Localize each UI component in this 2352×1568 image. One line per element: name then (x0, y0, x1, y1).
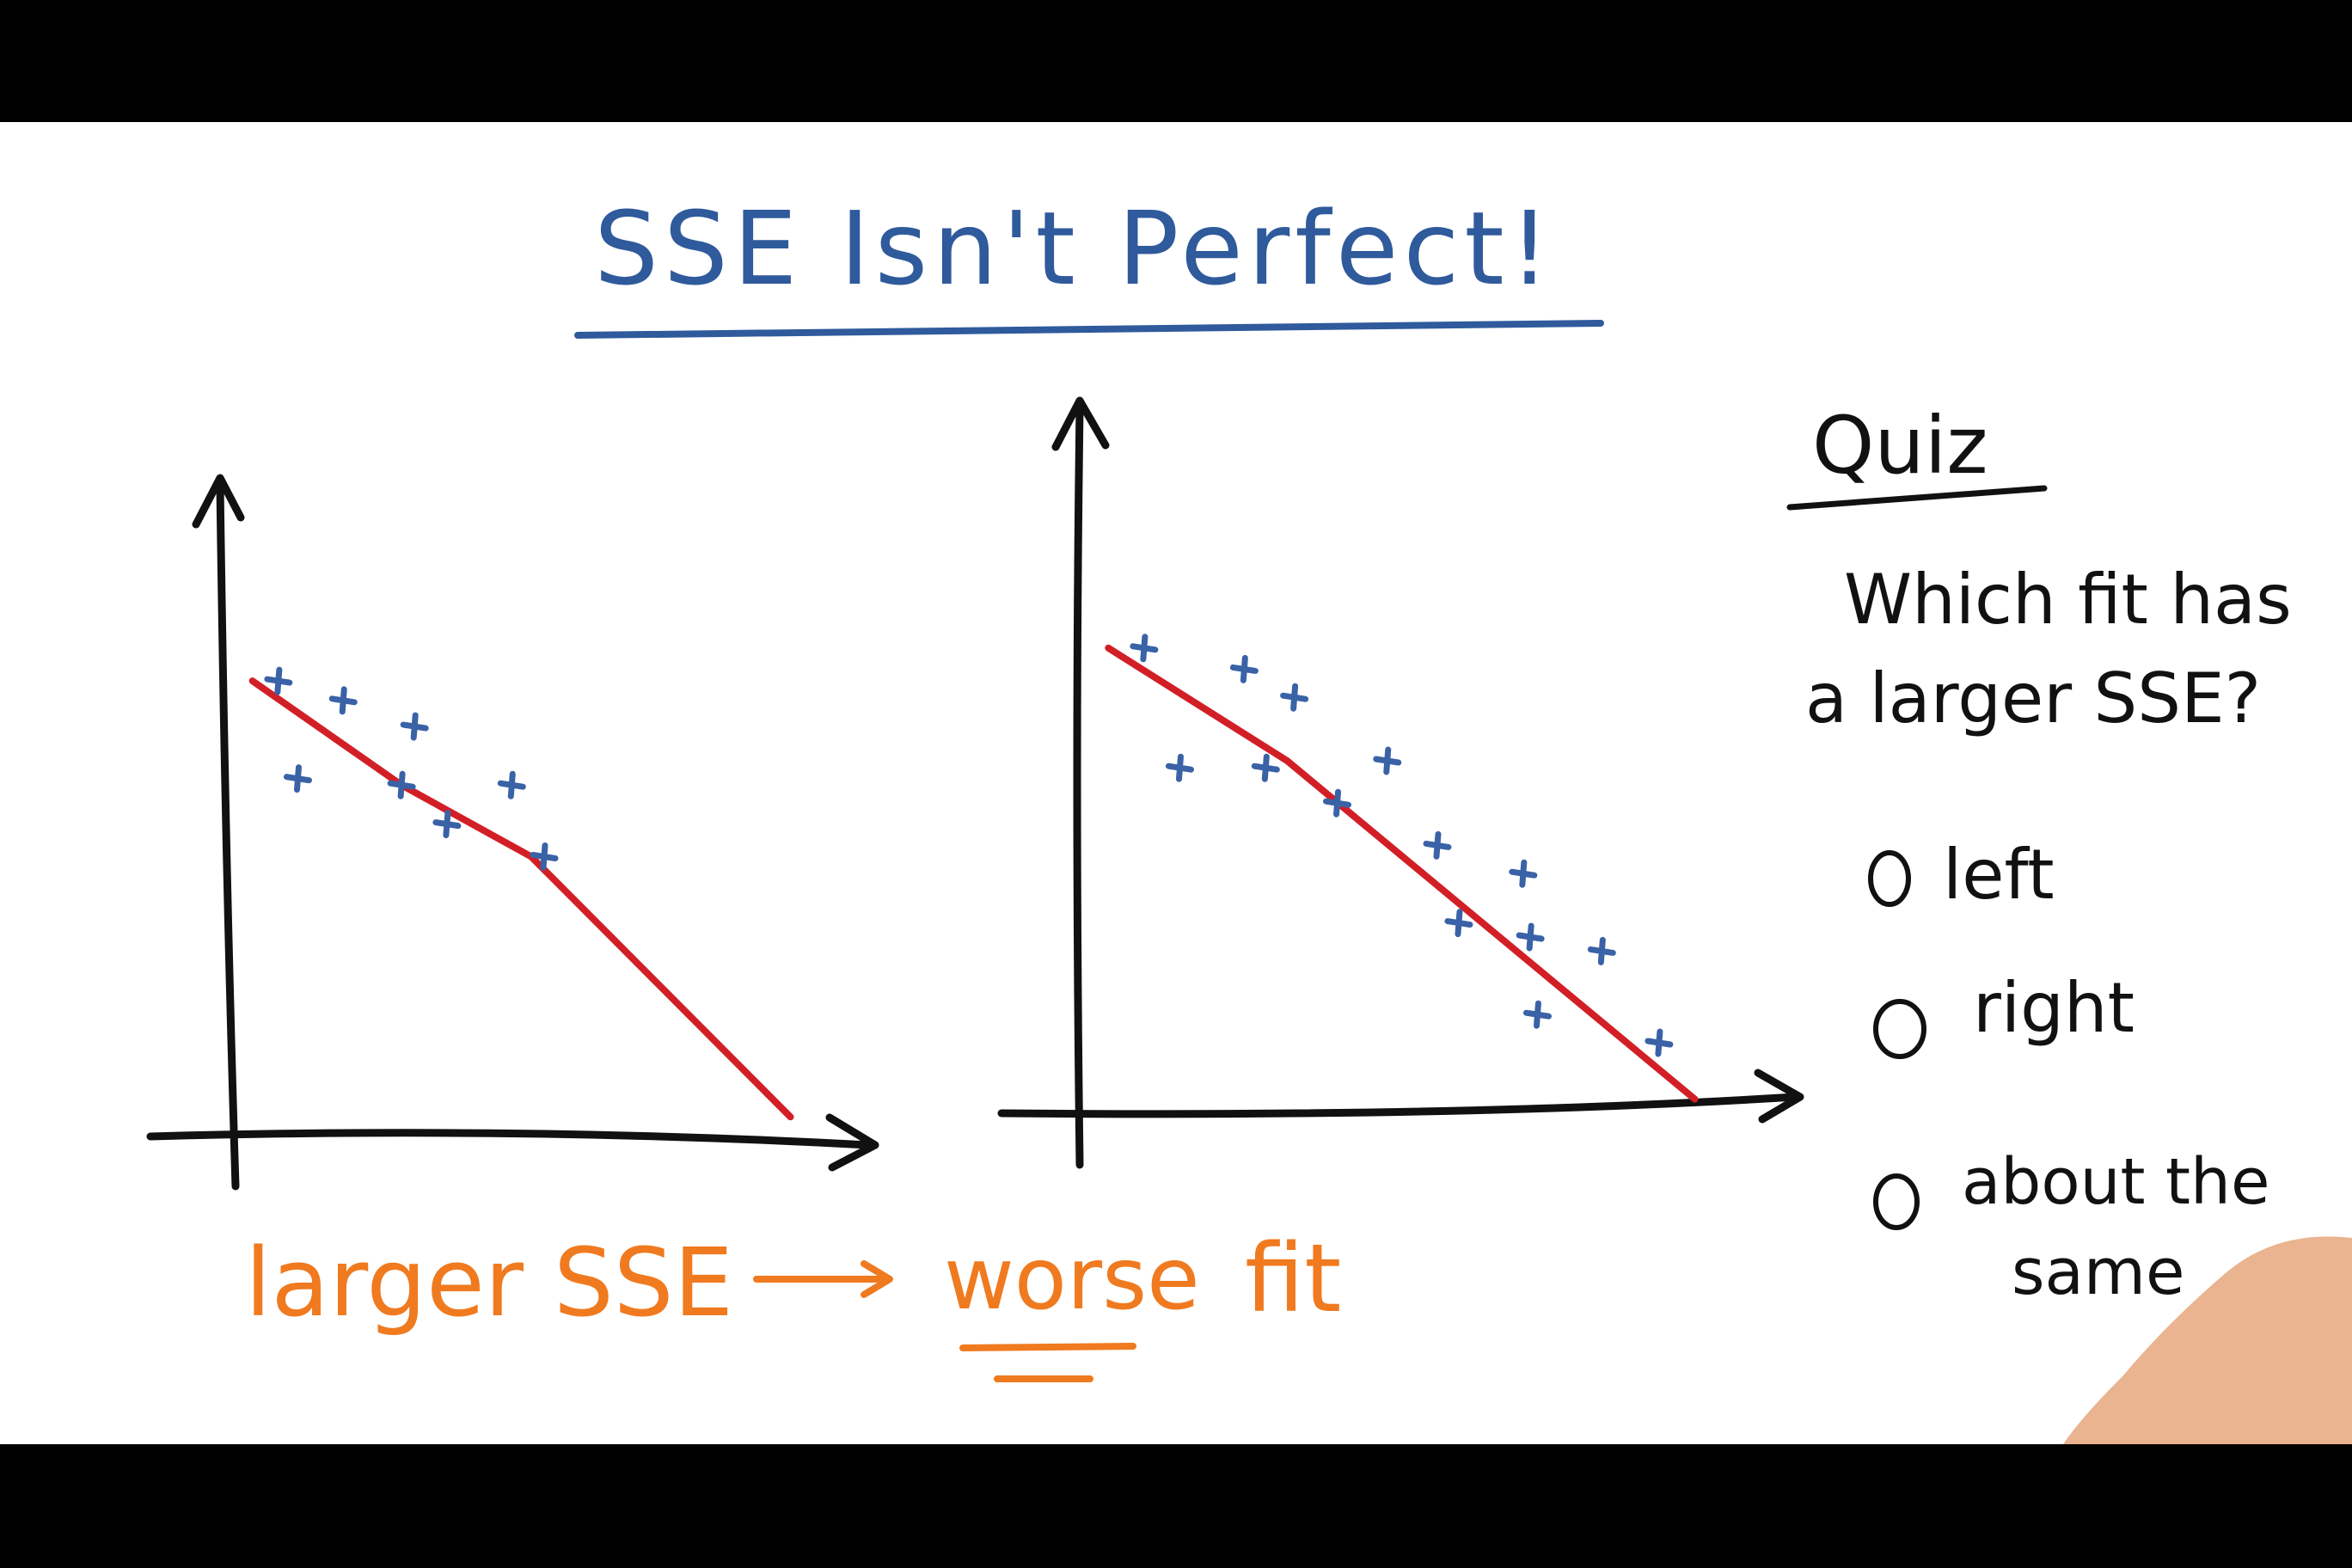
right-data-point-1 (1130, 634, 1159, 663)
option-label-same-line1: about the (1962, 1145, 2269, 1219)
quiz-panel: Quiz Which fit has a larger SSE? left ri… (1786, 400, 2292, 1309)
right-fit-line (1105, 644, 1699, 1103)
option-radio-left[interactable] (1868, 850, 1911, 907)
quiz-option-left[interactable]: left (1868, 835, 2055, 915)
option-radio-same[interactable] (1873, 1173, 1920, 1230)
left-data-point-8 (530, 842, 559, 871)
right-data-point-2 (1229, 654, 1259, 683)
left-data-point-2 (328, 686, 358, 715)
option-radio-right[interactable] (1873, 999, 1926, 1059)
option-label-right: right (1973, 968, 2135, 1048)
annotation-worse-text: worse (944, 1228, 1200, 1329)
left-data-point-3 (400, 712, 429, 741)
top-letterbox (0, 0, 2352, 122)
bottom-letterbox (0, 1444, 2352, 1568)
right-data-point-4 (1165, 753, 1194, 782)
page-title: SSE Isn't Perfect! (594, 189, 1555, 308)
right-data-point-11 (1516, 922, 1545, 952)
left-data-point-5 (387, 770, 416, 799)
left-data-point-7 (432, 810, 462, 839)
right-data-point-8 (1423, 830, 1452, 860)
annotation: larger SSE worse fit (245, 1223, 1341, 1382)
left-data-point-1 (264, 666, 293, 695)
right-data-point-10 (1444, 909, 1473, 938)
left-y-arrowhead (192, 474, 245, 529)
right-data-point-14 (1645, 1028, 1674, 1057)
quiz-option-same[interactable]: about the same (1873, 1145, 2269, 1309)
right-y-arrowhead (1051, 396, 1110, 451)
annotation-arrow (753, 1260, 893, 1298)
right-x-arrowhead (1754, 1069, 1804, 1124)
right-data-point-7 (1323, 788, 1352, 818)
right-data-point-5 (1251, 753, 1280, 782)
right-data-point-3 (1280, 683, 1309, 712)
quiz-heading: Quiz (1812, 400, 1988, 492)
right-data-point-12 (1587, 936, 1616, 965)
title-underline (574, 320, 1604, 339)
quiz-question-line2: a larger SSE? (1805, 658, 2261, 738)
left-x-axis (146, 1129, 873, 1149)
right-chart (997, 396, 1804, 1169)
right-data-point-13 (1522, 1000, 1552, 1029)
option-label-same-line2: same (2012, 1235, 2185, 1309)
right-data-point-9 (1509, 859, 1538, 888)
left-chart (146, 474, 879, 1191)
quiz-heading-underline (1786, 485, 2048, 511)
annotation-left-text: larger SSE (245, 1228, 733, 1338)
left-y-axis (216, 481, 240, 1191)
right-y-axis (1073, 404, 1084, 1169)
right-data-point-6 (1373, 746, 1402, 775)
left-data-point-4 (283, 764, 312, 793)
quiz-question-line1: Which fit has (1844, 560, 2292, 640)
worse-underline-1 (959, 1343, 1136, 1351)
left-x-arrowhead (825, 1113, 879, 1172)
presenter-hand (2063, 1236, 2352, 1444)
option-label-left: left (1943, 835, 2055, 915)
left-fit-line (248, 677, 794, 1121)
left-data-point-6 (497, 770, 526, 799)
annotation-fit-text: fit (1245, 1223, 1341, 1333)
quiz-option-right[interactable]: right (1873, 968, 2135, 1059)
